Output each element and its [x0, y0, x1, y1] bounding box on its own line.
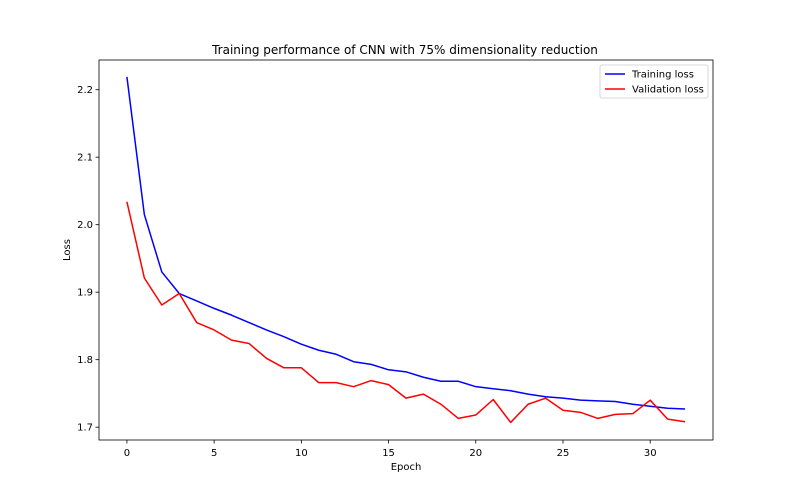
y-tick-label: 1.7 [77, 423, 93, 434]
legend-label: Training loss [631, 70, 694, 81]
axes-frame [98, 59, 714, 441]
x-tick-label: 0 [124, 448, 130, 459]
y-tick-label: 2.0 [77, 220, 93, 231]
y-tick-label: 2.2 [77, 85, 93, 96]
series-line-validation-loss [126, 201, 686, 424]
x-tick-label: 10 [295, 448, 308, 459]
y-tick-label: 1.9 [77, 288, 93, 299]
x-tick-label: 25 [557, 448, 570, 459]
y-axis-label: Loss [62, 239, 73, 261]
x-tick-label: 20 [469, 448, 482, 459]
x-tick-label: 5 [211, 448, 217, 459]
y-tick-label: 1.8 [77, 355, 93, 366]
legend: Training loss Validation loss [599, 64, 709, 99]
x-tick-label: 15 [382, 448, 395, 459]
x-axis-label: Epoch [391, 462, 422, 473]
axes-ticks: 0 5 10 15 20 25 30 1.7 1.8 1.9 2.0 2.1 2.2 [77, 85, 656, 459]
legend-box [599, 64, 709, 99]
series-line-training-loss [126, 76, 686, 410]
plot-lines [126, 76, 686, 424]
chart-title: Training performance of CNN with 75% dim… [211, 43, 598, 57]
legend-label: Validation loss [632, 85, 704, 96]
y-tick-label: 2.1 [77, 153, 93, 164]
x-tick-label: 30 [644, 448, 657, 459]
